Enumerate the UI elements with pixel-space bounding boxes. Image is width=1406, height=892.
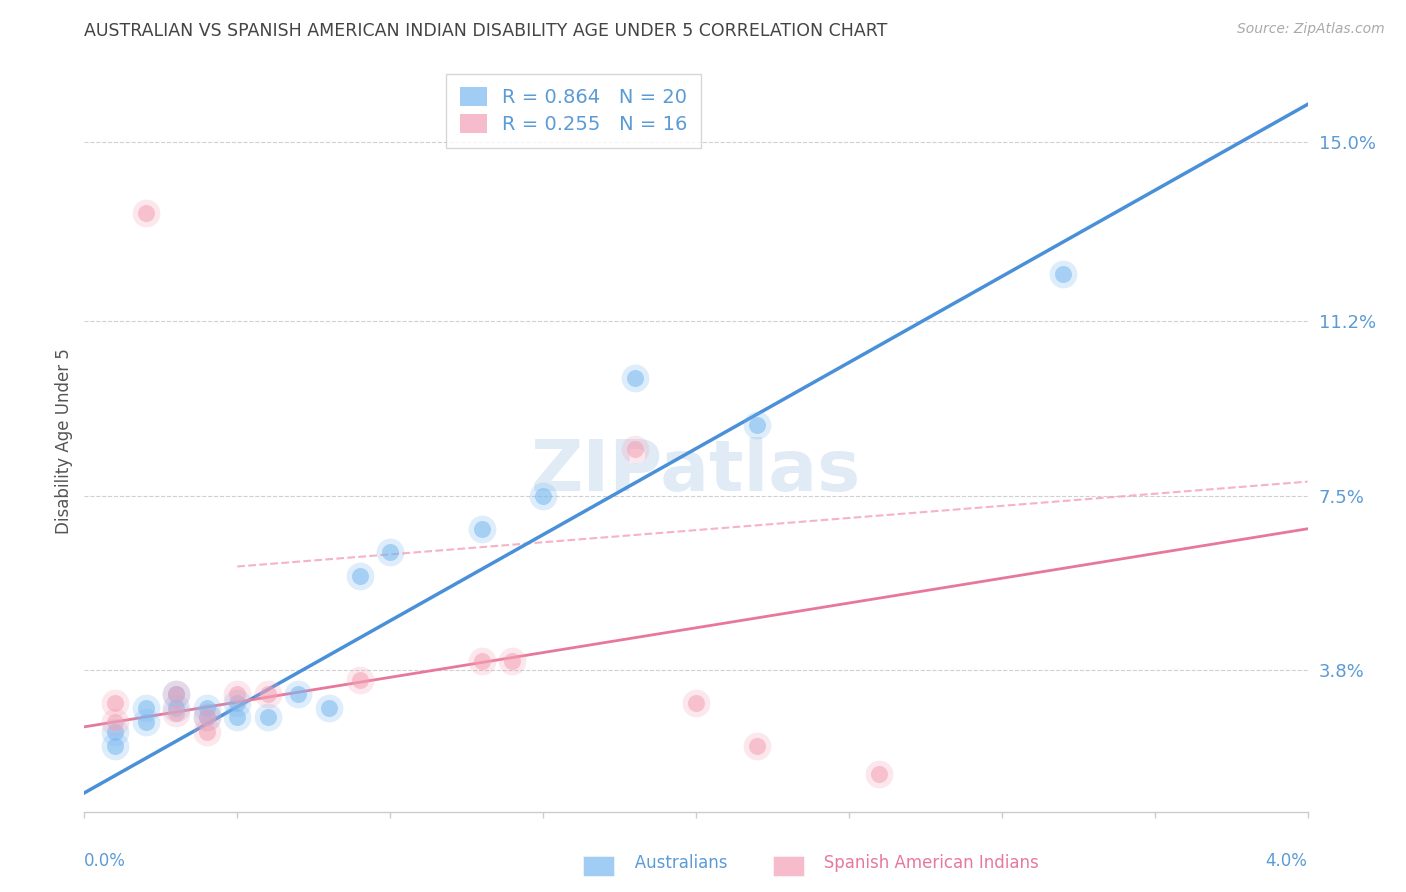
Point xyxy=(349,569,371,583)
Point xyxy=(226,710,249,724)
Point xyxy=(745,417,768,432)
Point xyxy=(195,710,218,724)
Point xyxy=(531,489,554,503)
Point xyxy=(869,767,891,781)
Point xyxy=(287,687,309,701)
Point xyxy=(195,710,218,724)
Text: Source: ZipAtlas.com: Source: ZipAtlas.com xyxy=(1237,22,1385,37)
Point xyxy=(349,673,371,687)
Point xyxy=(195,710,218,724)
Point xyxy=(104,724,127,739)
Point xyxy=(318,701,340,715)
Text: AUSTRALIAN VS SPANISH AMERICAN INDIAN DISABILITY AGE UNDER 5 CORRELATION CHART: AUSTRALIAN VS SPANISH AMERICAN INDIAN DI… xyxy=(84,22,887,40)
Point xyxy=(685,696,707,710)
Point xyxy=(165,687,187,701)
Point xyxy=(165,687,187,701)
Point xyxy=(104,724,127,739)
Text: ZIPatlas: ZIPatlas xyxy=(531,437,860,506)
Point xyxy=(165,701,187,715)
Point xyxy=(685,696,707,710)
Point xyxy=(624,371,647,385)
Point xyxy=(135,206,157,220)
Point xyxy=(195,701,218,715)
Point xyxy=(257,710,280,724)
Text: 0.0%: 0.0% xyxy=(84,853,127,871)
Point xyxy=(380,545,402,559)
Point xyxy=(195,710,218,724)
Point xyxy=(745,417,768,432)
Point xyxy=(226,696,249,710)
Point xyxy=(471,654,494,668)
Point xyxy=(165,687,187,701)
Point xyxy=(624,442,647,456)
Y-axis label: Disability Age Under 5: Disability Age Under 5 xyxy=(55,349,73,534)
Point xyxy=(471,654,494,668)
Point xyxy=(257,687,280,701)
Point xyxy=(226,696,249,710)
Point xyxy=(380,545,402,559)
Point xyxy=(195,724,218,739)
Point xyxy=(624,371,647,385)
Point xyxy=(104,696,127,710)
Point xyxy=(135,715,157,730)
Point xyxy=(195,701,218,715)
Point xyxy=(257,710,280,724)
Point xyxy=(349,569,371,583)
Point xyxy=(1052,267,1074,281)
Point xyxy=(531,489,554,503)
Point xyxy=(104,739,127,753)
Point xyxy=(135,206,157,220)
Point xyxy=(471,522,494,536)
Point xyxy=(869,767,891,781)
Point xyxy=(135,701,157,715)
Point xyxy=(745,739,768,753)
Point xyxy=(165,706,187,720)
Point xyxy=(624,442,647,456)
Text: 4.0%: 4.0% xyxy=(1265,853,1308,871)
Point xyxy=(195,724,218,739)
Point xyxy=(104,715,127,730)
Point xyxy=(349,673,371,687)
Point xyxy=(226,687,249,701)
Point xyxy=(135,715,157,730)
Legend: R = 0.864   N = 20, R = 0.255   N = 16: R = 0.864 N = 20, R = 0.255 N = 16 xyxy=(446,74,702,147)
Point xyxy=(165,687,187,701)
Text: Australians: Australians xyxy=(619,855,727,872)
Point xyxy=(501,654,523,668)
Point xyxy=(287,687,309,701)
Point xyxy=(501,654,523,668)
Point xyxy=(226,687,249,701)
Point xyxy=(1052,267,1074,281)
Point xyxy=(745,739,768,753)
Point xyxy=(104,696,127,710)
Point xyxy=(471,522,494,536)
Point xyxy=(165,701,187,715)
Point xyxy=(135,701,157,715)
Point xyxy=(318,701,340,715)
Point xyxy=(165,706,187,720)
Point xyxy=(226,710,249,724)
Point xyxy=(104,715,127,730)
Text: Spanish American Indians: Spanish American Indians xyxy=(808,855,1039,872)
Point xyxy=(257,687,280,701)
Point xyxy=(104,739,127,753)
